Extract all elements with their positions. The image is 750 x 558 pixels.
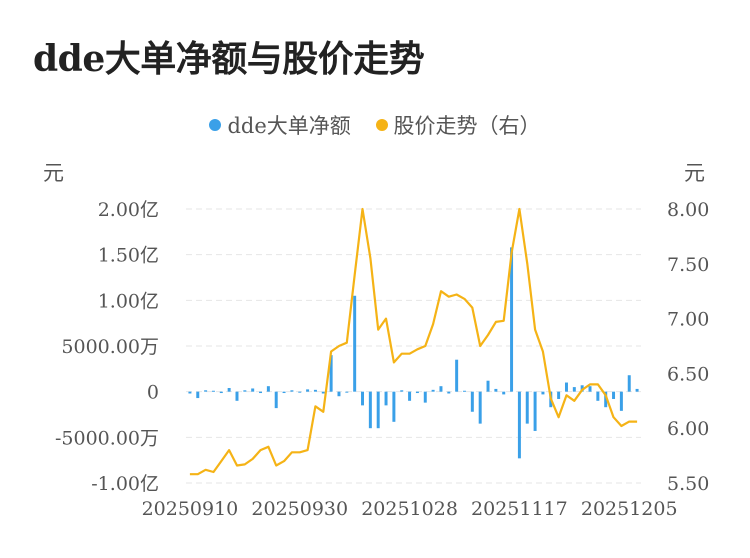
dde-bar [266, 386, 270, 392]
right-axis-tick-label: 6.50 [667, 363, 709, 385]
dde-bar [290, 390, 294, 392]
dde-bar [259, 391, 263, 394]
dde-bar [361, 391, 364, 406]
dde-bar [188, 391, 192, 394]
price-line [189, 207, 638, 476]
x-axis-tick-label: 20250930 [251, 498, 348, 520]
x-axis-tick-label: 20250910 [142, 498, 239, 520]
dde-bar [408, 391, 412, 401]
left-axis-tick-label: 2.00亿 [98, 199, 159, 221]
left-axis-tick-label: -5000.00万 [55, 427, 159, 449]
chart-title: dde大单净额与股价走势 [33, 38, 425, 80]
left-axis-tick-label: -1.00亿 [91, 473, 159, 495]
right-axis-tick-label: 7.00 [667, 309, 709, 331]
dde-bar [211, 390, 215, 392]
right-axis-tick-label: 5.50 [667, 473, 709, 495]
dde-bar [274, 391, 278, 409]
dde-bar [455, 359, 459, 392]
dde-bar [384, 391, 388, 406]
dde-bar [313, 389, 317, 392]
dde-bar [415, 391, 419, 394]
dde-bar [439, 386, 443, 392]
dde-bar [533, 391, 537, 431]
dde-bar [204, 390, 208, 392]
dde-bar [251, 388, 255, 392]
dde-bar [588, 386, 592, 392]
dde-bar [580, 385, 584, 392]
dde-bar [627, 375, 631, 392]
left-axis-tick-label: 0 [147, 382, 159, 404]
dde-bar [510, 247, 514, 392]
legend-item-dde[interactable]: dde大单净额 [209, 110, 351, 140]
dde-bar [337, 391, 341, 397]
dde-bar [431, 389, 435, 392]
dde-bar [235, 391, 239, 401]
dde-bar [502, 391, 506, 395]
dde-bar [612, 391, 616, 399]
left-axis-unit: 元 [43, 161, 64, 185]
dde-bar [635, 388, 639, 392]
dde-bar [525, 391, 529, 424]
dde-bar [564, 382, 568, 392]
dde-bar [368, 391, 372, 429]
dde-bar [298, 391, 302, 393]
legend: dde大单净额 股价走势（右） [0, 110, 750, 140]
dde-bar [196, 391, 200, 399]
dde-bar [329, 355, 333, 392]
dde-bar [353, 295, 357, 392]
dde-bar [243, 390, 247, 392]
right-axis-tick-label: 8.00 [667, 199, 709, 221]
left-axis-tick-label: 1.50亿 [98, 245, 159, 267]
dde-bar [572, 387, 576, 392]
legend-label-price: 股价走势（右） [393, 114, 541, 138]
dde-bar [470, 391, 474, 412]
dde-bar [219, 391, 223, 394]
dde-bar [463, 390, 466, 392]
legend-dot-blue [209, 119, 222, 131]
dde-bar [486, 380, 490, 392]
dde-bar [447, 391, 451, 394]
dde-bar [478, 391, 482, 424]
x-axis-tick-label: 20251117 [471, 498, 568, 520]
dde-bar [321, 391, 325, 394]
dde-bar [376, 391, 380, 429]
dde-bar [619, 391, 623, 411]
dde-bar [494, 388, 498, 392]
dde-bar [517, 391, 521, 459]
dde-bar [306, 389, 310, 392]
dde-bar [282, 391, 286, 394]
left-axis-tick-label: 1.00亿 [98, 290, 159, 312]
x-axis-tick-label: 20251205 [581, 498, 678, 520]
right-axis-unit: 元 [684, 161, 705, 185]
dde-bar [541, 391, 545, 395]
legend-item-price[interactable]: 股价走势（右） [375, 110, 541, 140]
dde-bar [400, 390, 404, 392]
x-axis-tick-label: 20251028 [361, 498, 458, 520]
dde-bar [345, 391, 349, 393]
left-axis-tick-label: 5000.00万 [61, 336, 159, 358]
dde-bar [227, 388, 231, 392]
dde-bar [423, 391, 427, 403]
dde-bar [604, 391, 608, 408]
right-axis-tick-label: 7.50 [667, 254, 709, 276]
legend-dot-yellow [375, 119, 388, 131]
dde-bar [596, 391, 600, 401]
right-axis-tick-label: 6.00 [667, 418, 709, 440]
dde-bar [557, 391, 561, 399]
dde-bar [392, 391, 396, 422]
legend-label-dde: dde大单净额 [227, 114, 351, 138]
